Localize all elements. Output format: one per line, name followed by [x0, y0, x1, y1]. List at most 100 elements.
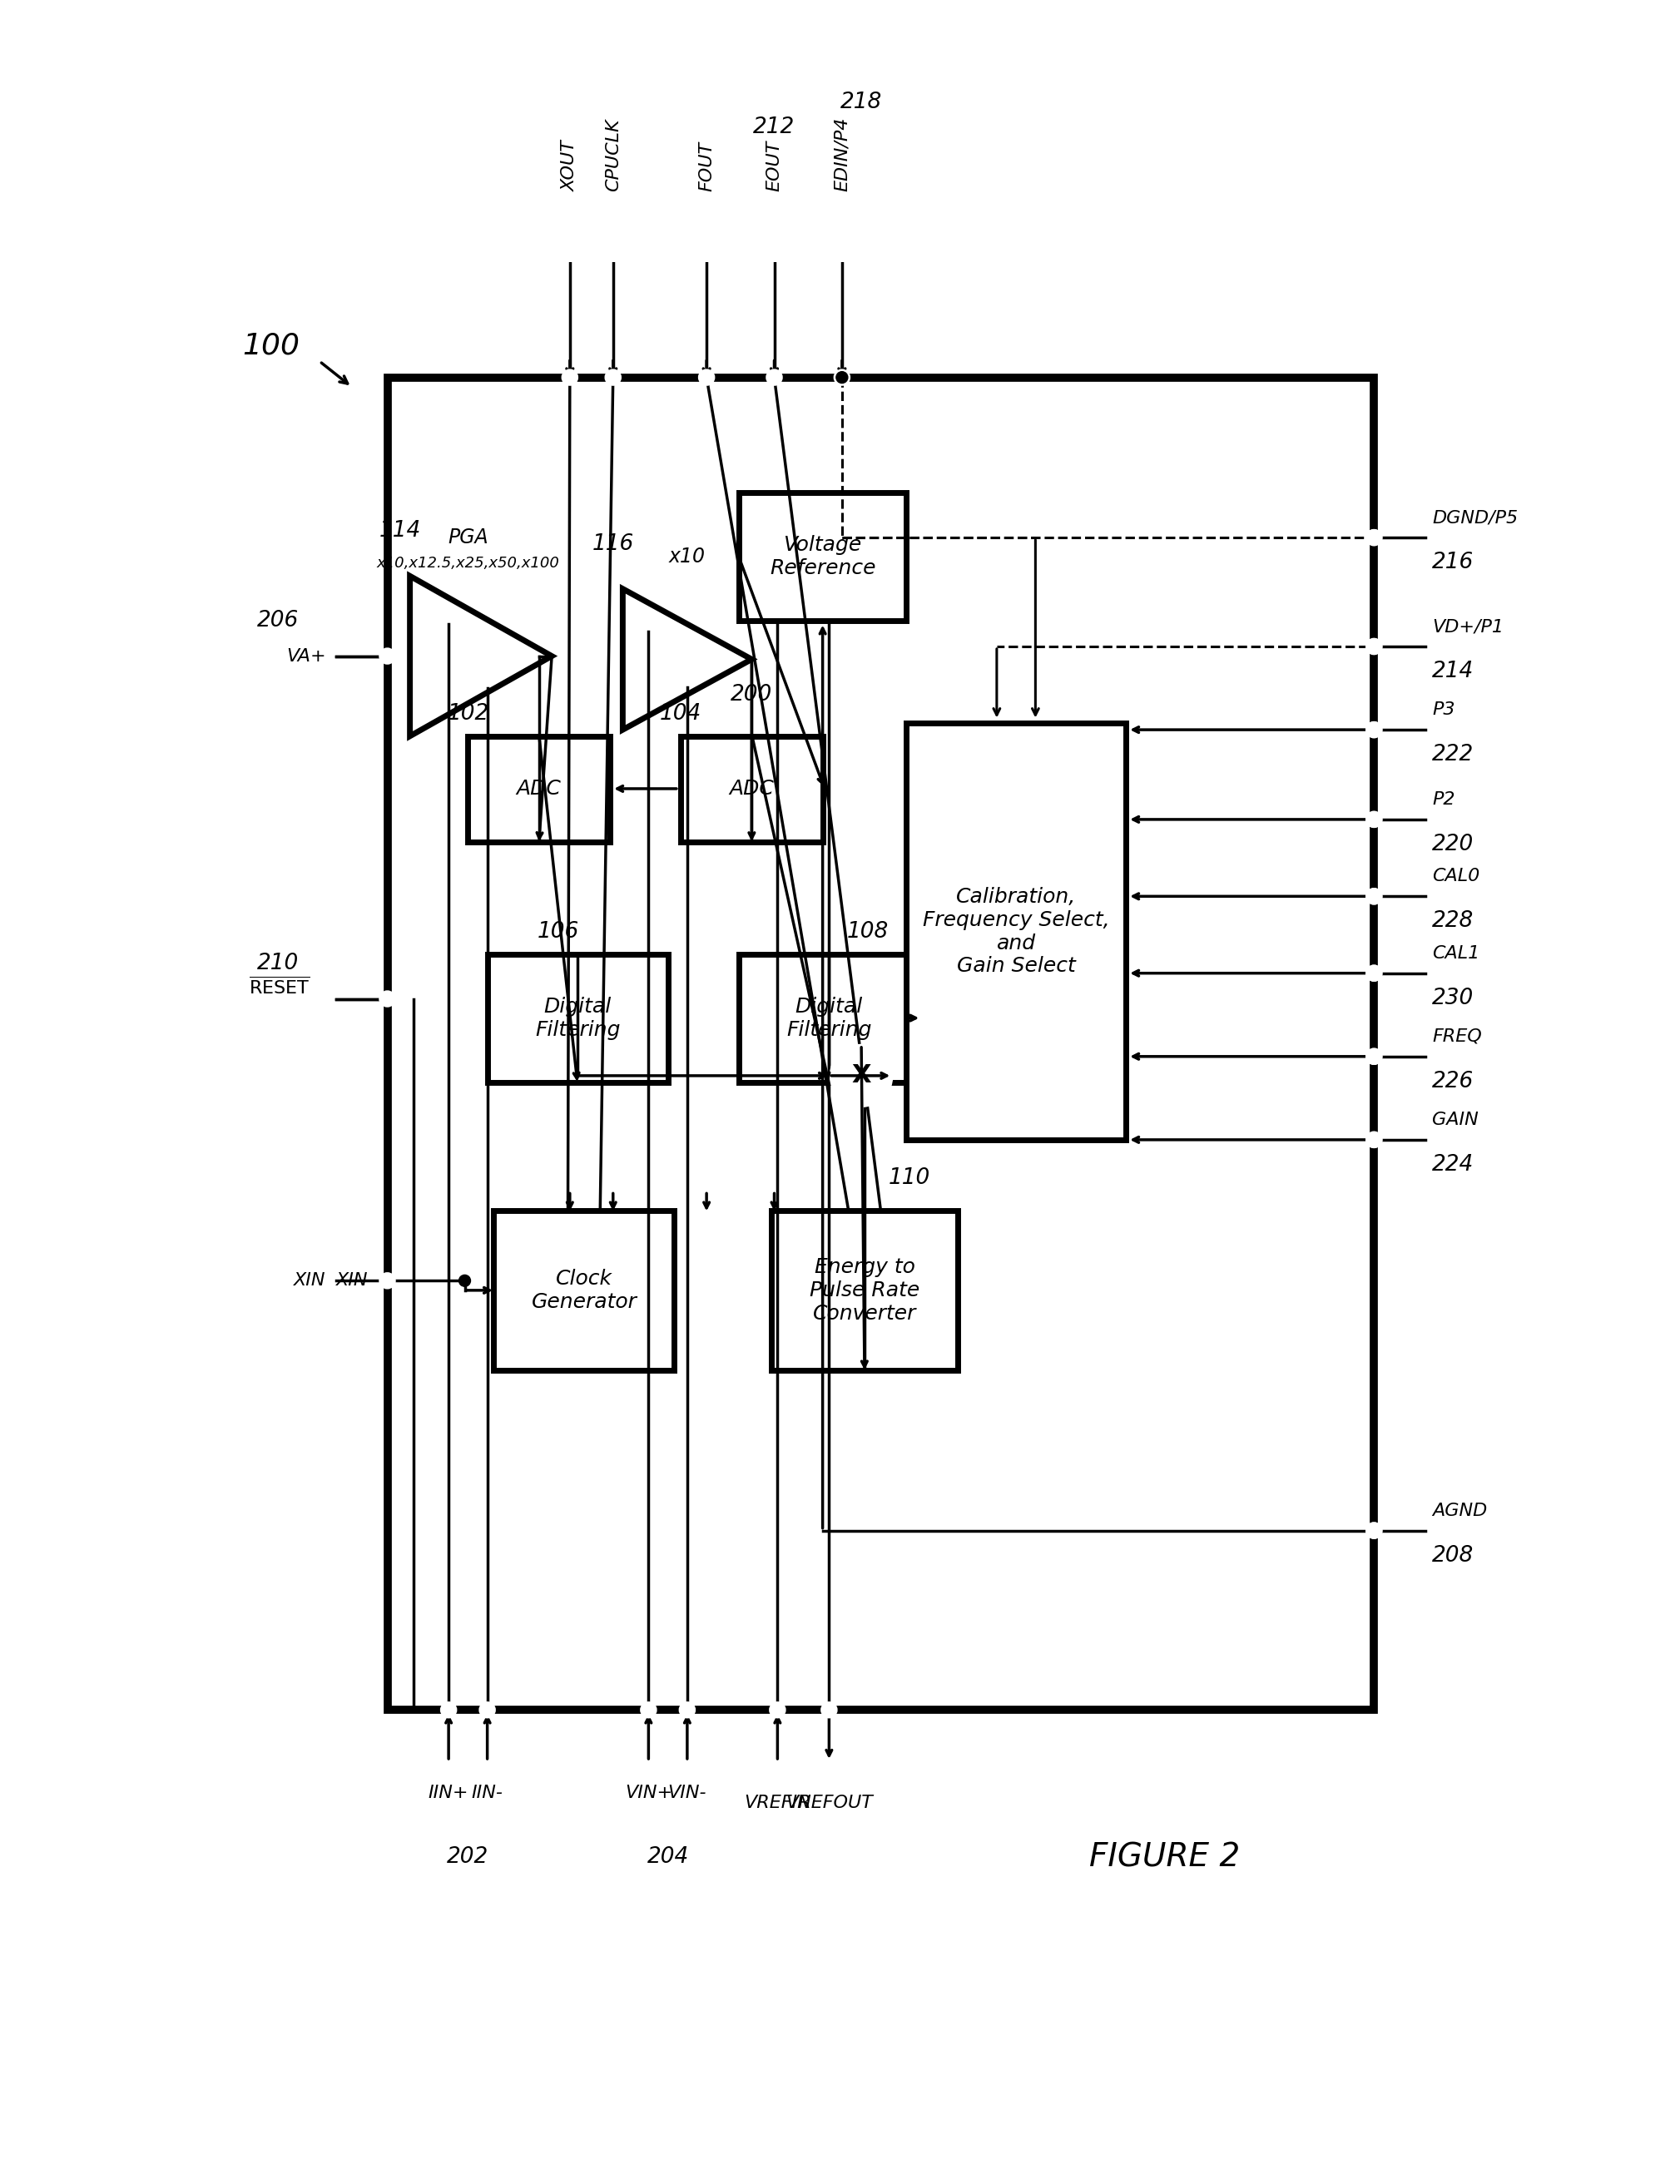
- Circle shape: [1368, 1051, 1381, 1064]
- Circle shape: [380, 1273, 395, 1289]
- Circle shape: [1368, 640, 1381, 653]
- Bar: [739, 954, 919, 1081]
- Circle shape: [1368, 1524, 1381, 1538]
- Text: CAL1: CAL1: [1431, 946, 1480, 961]
- Text: XIN: XIN: [336, 1273, 368, 1289]
- Circle shape: [1368, 812, 1381, 826]
- Circle shape: [1368, 531, 1381, 544]
- Text: 226: 226: [1431, 1070, 1473, 1092]
- Text: 202: 202: [447, 1845, 489, 1867]
- Text: x10,x12.5,x25,x50,x100: x10,x12.5,x25,x50,x100: [376, 555, 559, 570]
- Text: P3: P3: [1431, 701, 1455, 719]
- Circle shape: [1368, 640, 1381, 653]
- Text: X: X: [852, 1064, 872, 1088]
- Text: Clock
Generator: Clock Generator: [531, 1269, 637, 1313]
- Circle shape: [606, 371, 620, 384]
- Bar: [907, 723, 1126, 1140]
- Text: CPUCLK: CPUCLK: [605, 118, 622, 192]
- Text: x10: x10: [669, 546, 706, 568]
- Bar: [739, 494, 907, 620]
- Text: CAL0: CAL0: [1431, 869, 1480, 885]
- Text: GAIN: GAIN: [1431, 1112, 1478, 1129]
- Text: 102: 102: [447, 703, 489, 725]
- Text: FOUT: FOUT: [699, 142, 716, 192]
- Bar: [487, 954, 669, 1081]
- Text: Energy to
Pulse Rate
Converter: Energy to Pulse Rate Converter: [810, 1258, 919, 1324]
- Circle shape: [680, 1704, 694, 1717]
- Bar: [680, 736, 823, 841]
- Text: 204: 204: [647, 1845, 689, 1867]
- Circle shape: [1368, 1051, 1381, 1064]
- Text: 208: 208: [1431, 1544, 1473, 1566]
- Text: FREQ: FREQ: [1431, 1029, 1482, 1044]
- Text: 108: 108: [847, 922, 889, 941]
- Text: 106: 106: [538, 922, 580, 941]
- Circle shape: [1368, 1133, 1381, 1147]
- Text: Calibration,
Frequency Select,
and
Gain Select: Calibration, Frequency Select, and Gain …: [922, 887, 1109, 976]
- Circle shape: [1368, 889, 1381, 904]
- Text: P2: P2: [1431, 791, 1455, 808]
- Bar: [388, 378, 1374, 1710]
- Text: 224: 224: [1431, 1153, 1473, 1175]
- Text: EOUT: EOUT: [766, 140, 783, 192]
- Text: 228: 228: [1431, 911, 1473, 933]
- Text: VREFIN: VREFIN: [744, 1795, 811, 1811]
- Circle shape: [835, 371, 848, 384]
- Text: 216: 216: [1431, 553, 1473, 572]
- Text: PGA: PGA: [447, 529, 489, 548]
- Circle shape: [1368, 889, 1381, 904]
- Circle shape: [1368, 965, 1381, 981]
- Text: VIN+: VIN+: [625, 1784, 672, 1802]
- Circle shape: [1368, 812, 1381, 826]
- Circle shape: [768, 371, 781, 384]
- Text: DGND/P5: DGND/P5: [1431, 509, 1517, 526]
- Text: 218: 218: [840, 92, 882, 114]
- Text: VIN-: VIN-: [669, 1784, 707, 1802]
- Text: IIN+: IIN+: [428, 1784, 469, 1802]
- Circle shape: [1368, 531, 1381, 544]
- Circle shape: [1368, 965, 1381, 981]
- Text: 222: 222: [1431, 745, 1473, 764]
- Text: Digital
Filtering: Digital Filtering: [534, 996, 620, 1040]
- Text: Digital
Filtering: Digital Filtering: [786, 996, 872, 1040]
- Text: Voltage
Reference: Voltage Reference: [769, 535, 875, 579]
- Circle shape: [771, 1704, 785, 1717]
- Circle shape: [563, 371, 576, 384]
- Text: 206: 206: [257, 609, 299, 631]
- Text: VA+: VA+: [287, 649, 326, 664]
- Circle shape: [837, 371, 848, 382]
- Circle shape: [1368, 1524, 1381, 1538]
- Text: VD+/P1: VD+/P1: [1431, 618, 1504, 636]
- Bar: [771, 1210, 958, 1369]
- Circle shape: [1368, 1133, 1381, 1147]
- Text: XOUT: XOUT: [561, 140, 578, 192]
- Circle shape: [1368, 723, 1381, 736]
- Text: IIN-: IIN-: [472, 1784, 502, 1802]
- Text: 220: 220: [1431, 834, 1473, 856]
- Text: EDIN/P4: EDIN/P4: [833, 118, 850, 192]
- Bar: [494, 1210, 674, 1369]
- Circle shape: [699, 371, 714, 384]
- Text: ADC: ADC: [729, 780, 774, 799]
- Circle shape: [380, 649, 395, 664]
- Text: 210: 210: [257, 952, 299, 974]
- Circle shape: [442, 1704, 455, 1717]
- Text: 230: 230: [1431, 987, 1473, 1009]
- Text: FIGURE 2: FIGURE 2: [1089, 1841, 1240, 1874]
- Text: ADC: ADC: [516, 780, 561, 799]
- Text: 114: 114: [380, 520, 422, 542]
- Text: 100: 100: [242, 332, 301, 360]
- Text: 116: 116: [591, 533, 633, 555]
- Circle shape: [822, 1704, 837, 1717]
- Circle shape: [480, 1704, 494, 1717]
- Circle shape: [459, 1275, 470, 1286]
- Bar: [469, 736, 610, 841]
- Circle shape: [642, 1704, 655, 1717]
- Text: 110: 110: [889, 1168, 931, 1188]
- Text: 104: 104: [660, 703, 702, 725]
- Text: 200: 200: [731, 684, 773, 705]
- Text: 214: 214: [1431, 660, 1473, 681]
- Text: $\overline{\mathrm{RESET}}$: $\overline{\mathrm{RESET}}$: [249, 976, 309, 998]
- Circle shape: [832, 1046, 890, 1105]
- Circle shape: [380, 992, 395, 1007]
